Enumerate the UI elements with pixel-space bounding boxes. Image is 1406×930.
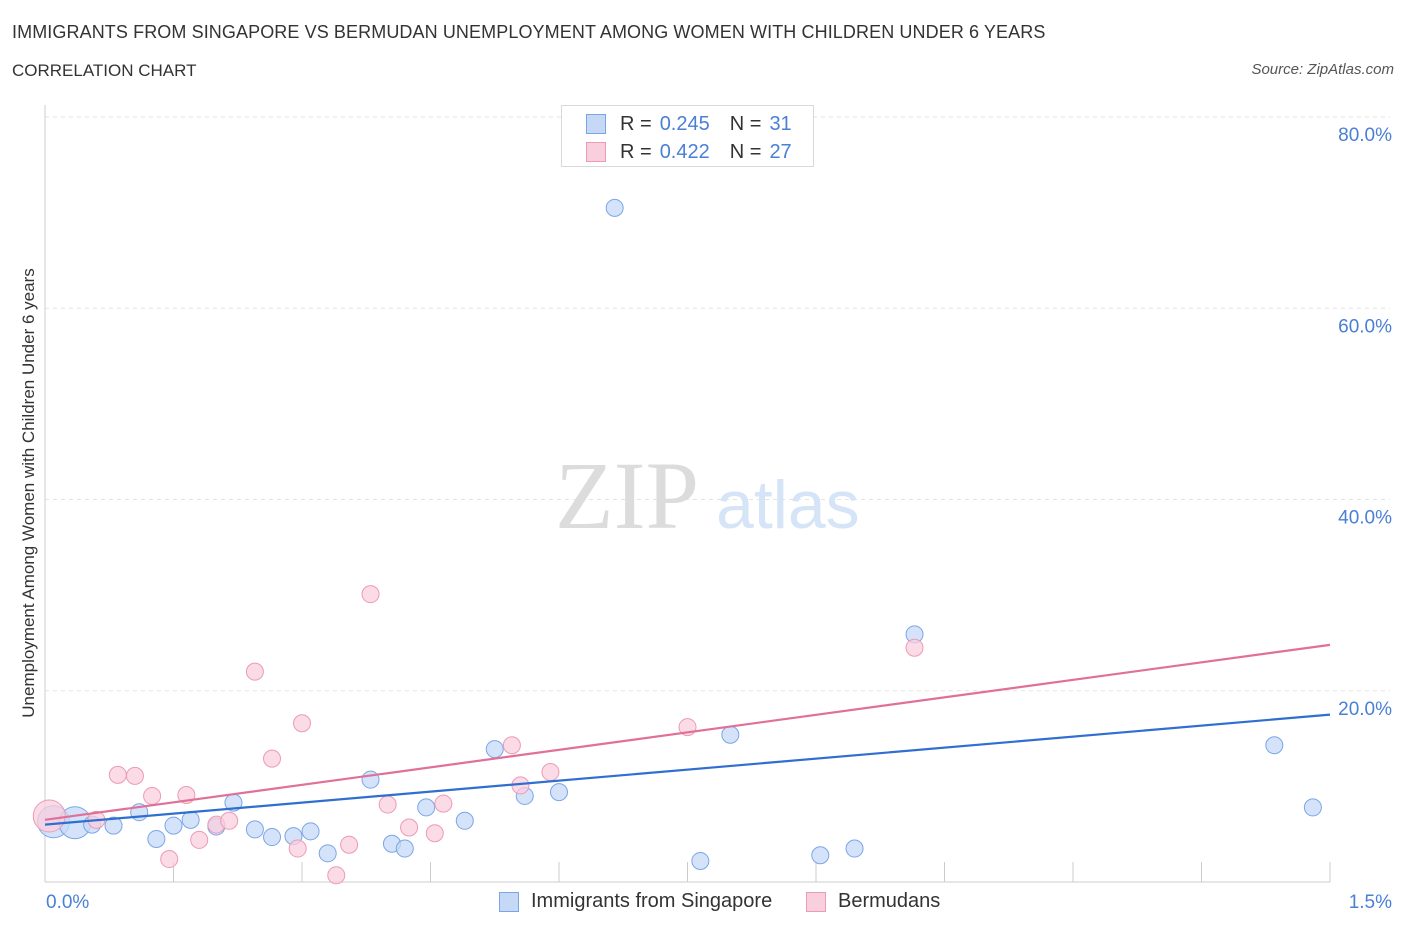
data-point-pink	[32, 799, 66, 833]
series-legend-bermudans: Bermudans	[806, 890, 940, 913]
watermark-atlas: atlas	[716, 467, 860, 543]
data-point-pink	[190, 830, 209, 849]
data-point-blue	[245, 820, 264, 839]
x-tick-label-max: 1.5%	[1349, 892, 1392, 913]
legend-row-singapore: R = 0.245 N = 31	[586, 112, 792, 136]
x-tick-label-min: 0.0%	[46, 892, 89, 913]
data-point-blue	[845, 839, 864, 858]
zipatlas-watermark: ZIP atlas	[555, 442, 860, 549]
data-point-pink	[502, 736, 521, 755]
data-point-pink	[905, 638, 924, 657]
data-point-pink	[378, 795, 397, 814]
data-point-blue	[147, 829, 166, 848]
data-point-pink	[108, 765, 127, 784]
data-point-pink	[425, 824, 444, 843]
trend-line-pink	[44, 643, 1331, 821]
data-point-blue	[318, 844, 337, 863]
y-tick-label-60: 60.0%	[1338, 316, 1392, 337]
legend-swatch-blue	[586, 114, 606, 134]
legend-n-value-singapore: 31	[769, 112, 792, 135]
chart-subtitle: CORRELATION CHART	[12, 61, 197, 80]
data-point-pink	[400, 818, 419, 837]
data-point-blue	[455, 811, 474, 830]
series-legend-label-bermudans: Bermudans	[838, 890, 941, 912]
data-point-pink	[143, 786, 162, 805]
data-point-blue	[104, 816, 123, 835]
series-bermudans	[32, 585, 924, 885]
axes	[44, 105, 1331, 883]
legend-n-label: N =	[729, 112, 762, 135]
legend-swatch-pink	[586, 142, 606, 162]
data-point-blue	[811, 846, 830, 865]
data-point-pink	[245, 662, 264, 681]
data-point-blue	[395, 839, 414, 858]
data-point-blue	[1265, 736, 1284, 755]
grid-lines	[45, 116, 1390, 692]
data-point-blue	[550, 783, 568, 802]
series-legend-swatch-blue	[499, 891, 519, 912]
data-point-pink	[293, 714, 311, 733]
trend-line-blue	[44, 713, 1331, 826]
data-point-pink	[434, 794, 453, 813]
series-legend-singapore: Immigrants from Singapore	[499, 890, 772, 913]
series-legend-label-singapore: Immigrants from Singapore	[531, 890, 773, 912]
data-point-pink	[160, 850, 179, 869]
legend-r-value-bermudans: 0.422	[659, 140, 710, 163]
data-point-pink	[340, 835, 359, 854]
data-point-blue	[301, 822, 320, 841]
legend-n-label: N =	[729, 140, 762, 163]
legend-n-value-bermudans: 27	[769, 140, 792, 163]
chart-title: IMMIGRANTS FROM SINGAPORE VS BERMUDAN UN…	[12, 22, 1046, 42]
y-tick-label-80: 80.0%	[1338, 125, 1392, 146]
data-point-pink	[220, 811, 239, 830]
data-point-blue	[417, 798, 436, 817]
y-tick-label-20: 20.0%	[1338, 699, 1392, 720]
data-point-pink	[288, 839, 307, 858]
watermark-zip: ZIP	[555, 442, 699, 549]
data-point-blue	[721, 725, 740, 744]
y-axis-label: Unemployment Among Women with Children U…	[19, 268, 38, 717]
legend-r-label: R =	[620, 112, 652, 135]
data-point-blue	[164, 816, 183, 835]
tick-labels: 20.0% 40.0% 60.0% 80.0% 0.0% 1.5%	[46, 125, 1392, 913]
data-point-blue	[691, 851, 710, 870]
trend-lines	[44, 643, 1331, 826]
y-tick-label-40: 40.0%	[1338, 508, 1392, 529]
series-legend-swatch-pink	[806, 891, 826, 912]
series-legend: Immigrants from Singapore Bermudans	[0, 890, 1406, 916]
data-point-pink	[327, 866, 346, 885]
legend-row-bermudans: R = 0.422 N = 27	[586, 140, 792, 164]
legend-r-value-singapore: 0.245	[659, 112, 710, 135]
stats-legend: R = 0.245 N = 31 R = 0.422 N = 27	[561, 105, 814, 167]
data-point-pink	[125, 766, 144, 785]
legend-r-label: R =	[620, 140, 652, 163]
data-point-blue	[181, 810, 200, 829]
data-point-blue	[485, 740, 504, 759]
data-point-pink	[361, 585, 380, 604]
data-point-pink	[263, 749, 282, 768]
source-credit: Source: ZipAtlas.com	[1251, 61, 1394, 78]
data-point-blue	[605, 198, 624, 217]
data-point-pink	[541, 763, 560, 782]
data-point-blue	[1303, 798, 1322, 817]
data-point-blue	[263, 828, 282, 847]
